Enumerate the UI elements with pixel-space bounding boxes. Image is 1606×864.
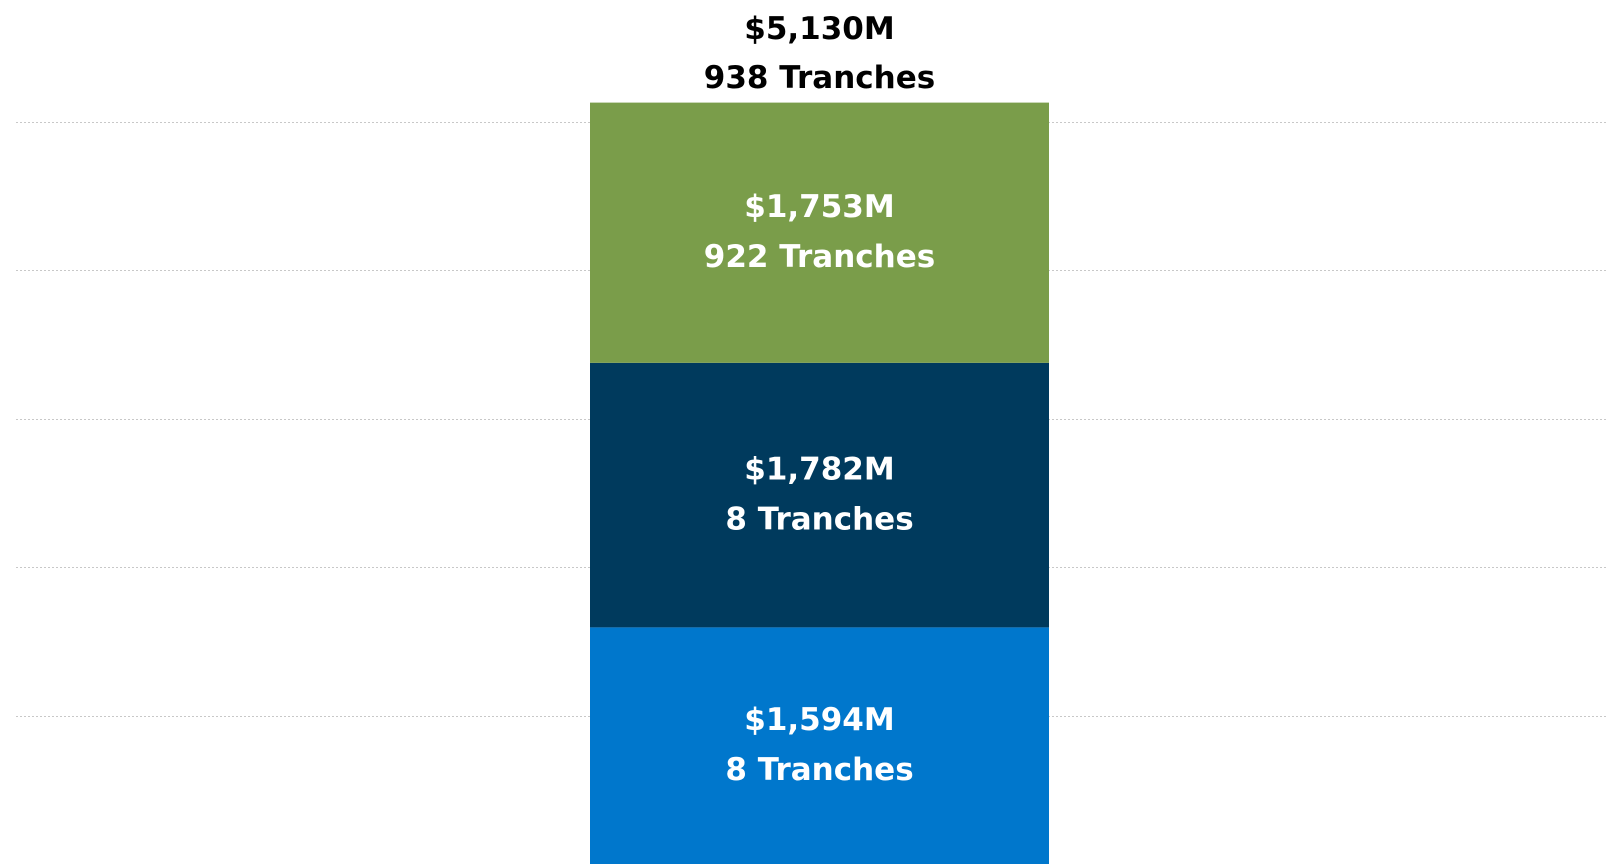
- bar-segment: [590, 362, 1049, 628]
- bar-segment: [590, 627, 1049, 864]
- segment-tranche-label: 8 Tranches: [725, 502, 913, 538]
- segment-value-label: $1,782M: [744, 452, 894, 488]
- segment-value-label: $1,753M: [744, 189, 894, 225]
- segment-tranche-label: 8 Tranches: [725, 752, 913, 788]
- total-value-label: $5,130M: [744, 11, 894, 47]
- bar-segment: [590, 102, 1049, 363]
- total-tranche-label: 938 Tranches: [704, 60, 935, 96]
- segment-tranche-label: 922 Tranches: [704, 239, 935, 275]
- segment-value-label: $1,594M: [744, 702, 894, 738]
